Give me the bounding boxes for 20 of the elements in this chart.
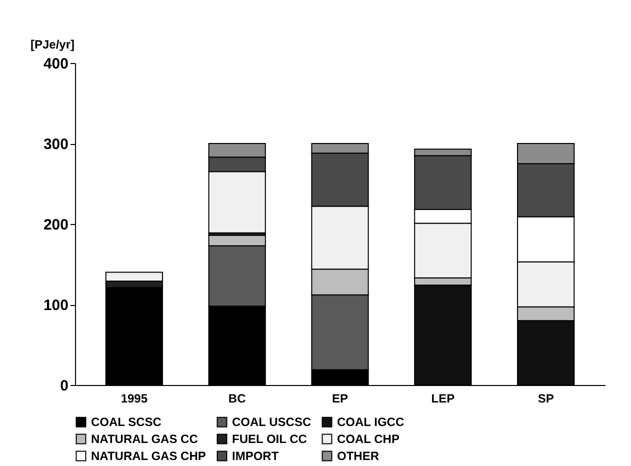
x-tick-label: 1995 bbox=[120, 392, 148, 406]
x-tick-label: LEP bbox=[431, 392, 455, 406]
legend-label: FUEL OIL CC bbox=[232, 432, 308, 446]
legend-label: COAL CHP bbox=[337, 432, 400, 446]
y-tick-label: 0 bbox=[60, 378, 68, 394]
legend-label: NATURAL GAS CHP bbox=[91, 449, 206, 463]
y-axis-title: [PJe/yr] bbox=[30, 38, 75, 52]
y-tick-label: 200 bbox=[43, 216, 68, 234]
x-tick-label: BC bbox=[228, 392, 246, 406]
y-tick-label: 100 bbox=[43, 297, 68, 314]
x-tick-label: SP bbox=[538, 392, 554, 406]
legend-label: COAL SCSC bbox=[91, 415, 162, 430]
legend-label: COAL IGCC bbox=[337, 415, 404, 430]
y-tick-label: 400 bbox=[43, 56, 68, 72]
x-tick-label: EP bbox=[332, 392, 348, 406]
legend-label: OTHER bbox=[337, 449, 380, 463]
legend-label: COAL USCSC bbox=[232, 415, 312, 430]
y-tick-label: 300 bbox=[43, 136, 68, 153]
legend-label: NATURAL GAS CC bbox=[91, 432, 198, 446]
legend-label: IMPORT bbox=[232, 449, 280, 463]
